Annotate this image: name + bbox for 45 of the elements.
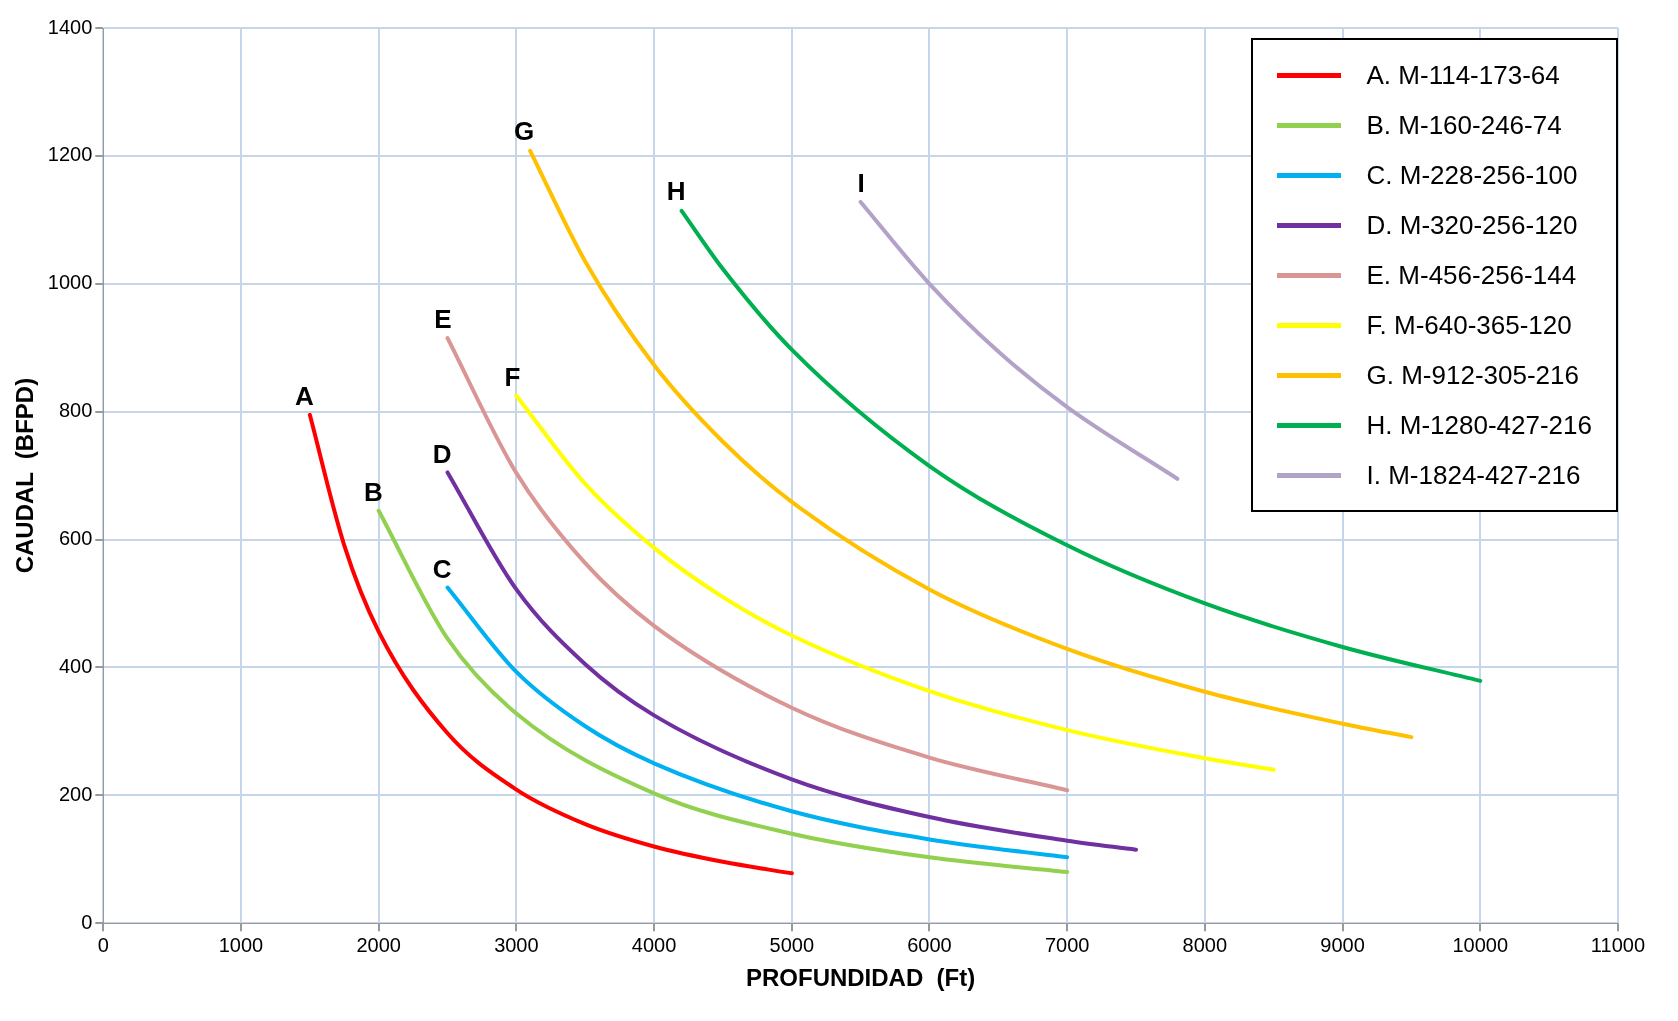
y-tick-label: 200	[58, 782, 93, 805]
x-tick-label: 1000	[218, 933, 264, 956]
annotation: B	[363, 476, 383, 507]
line-series	[445, 585, 1070, 860]
x-tick-label: 10000	[1452, 933, 1509, 956]
x-tick-label: 9000	[1320, 933, 1365, 956]
x-tick-label: 7000	[1044, 933, 1090, 956]
x-tick-label: 6000	[907, 933, 952, 956]
legend-label: C. M-228-256-100	[1366, 159, 1578, 191]
y-tick-label: 1000	[47, 271, 93, 294]
line-series	[307, 412, 794, 876]
y-tick-label: 400	[58, 654, 93, 677]
legend-label: E. M-456-256-144	[1366, 259, 1577, 291]
y-tick-label: 1400	[47, 15, 93, 38]
annotation: E	[434, 304, 452, 335]
legend-label: H. M-1280-427-216	[1366, 409, 1592, 441]
legend-label: D. M-320-256-120	[1366, 209, 1578, 241]
annotation: D	[432, 438, 452, 469]
annotation: H	[666, 176, 686, 207]
legend-label: G. M-912-305-216	[1366, 359, 1579, 391]
annotation: A	[295, 381, 315, 412]
x-tick-label: 4000	[631, 933, 677, 956]
x-tick-label: 5000	[769, 933, 815, 956]
line-series	[376, 508, 1070, 875]
x-tick-label: 8000	[1182, 933, 1228, 956]
x-tick-label: 2000	[356, 933, 401, 956]
legend-label: F. M-640-365-120	[1366, 309, 1572, 341]
line-series	[514, 393, 1276, 772]
annotation: G	[513, 115, 535, 146]
x-tick-label: 0	[97, 933, 109, 956]
annotation: C	[432, 553, 452, 584]
y-tick-label: 800	[58, 399, 93, 422]
y-tick-label: 1200	[47, 143, 93, 166]
y-tick-label: 600	[58, 527, 93, 550]
legend-label: I. M-1824-427-216	[1366, 459, 1581, 491]
legend-label: B. M-160-246-74	[1366, 109, 1562, 141]
legend-label: A. M-114-173-64	[1366, 59, 1560, 91]
x-tick-label: 11000	[1590, 933, 1645, 956]
y-axis-title: CAUDAL (BFPD)	[11, 377, 39, 574]
x-tick-label: 3000	[494, 933, 539, 956]
x-axis-title: PROFUNDIDAD (Ft)	[745, 964, 976, 992]
annotation: F	[504, 361, 521, 392]
y-tick-label: 0	[81, 910, 93, 933]
annotation: I	[857, 168, 865, 199]
line-series	[858, 199, 1180, 481]
